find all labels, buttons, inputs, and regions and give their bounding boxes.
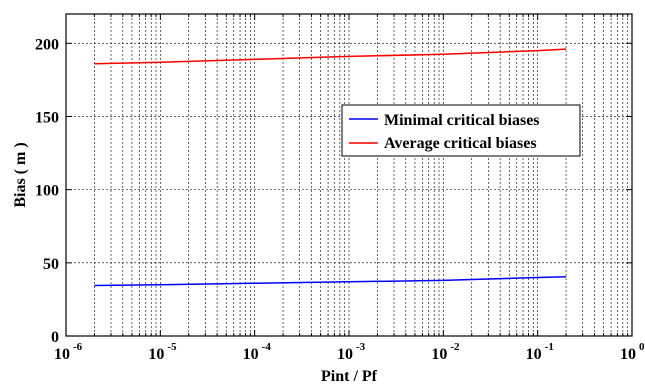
x-tick-label: 10 bbox=[620, 346, 636, 363]
x-tick-label-exponent: -6 bbox=[73, 341, 83, 353]
x-tick-labels: 10 -6 10 -5 10 -4 10 -3 10 -2 10 -1 10 0 bbox=[54, 341, 645, 363]
legend-box bbox=[341, 104, 581, 157]
x-tick-label-exponent: -5 bbox=[167, 341, 177, 353]
y-tick-label: 200 bbox=[35, 36, 59, 53]
series-line-0 bbox=[94, 275, 567, 287]
y-tick-label: 100 bbox=[35, 183, 59, 200]
x-axis-label: Pint / Pf bbox=[321, 368, 378, 385]
x-tick-label: 10 bbox=[526, 346, 542, 363]
x-tick-label: 10 bbox=[148, 346, 164, 363]
series-line-1 bbox=[94, 48, 567, 65]
legend: Minimal critical biases Average critical… bbox=[341, 104, 581, 157]
series-layer bbox=[94, 48, 567, 287]
x-tick-label: 10 bbox=[54, 346, 70, 363]
x-tick-label: 10 bbox=[337, 346, 353, 363]
grid-lines bbox=[66, 14, 632, 336]
x-tick-label: 10 bbox=[243, 346, 259, 363]
legend-label-minimal: Minimal critical biases bbox=[384, 112, 540, 129]
y-axis-label: Bias ( m ) bbox=[12, 142, 29, 207]
y-tick-labels: 0 50 100 150 200 bbox=[35, 36, 59, 346]
x-tick-label-exponent: -1 bbox=[545, 341, 554, 353]
legend-label-average: Average critical biases bbox=[384, 135, 537, 152]
y-tick-label: 0 bbox=[51, 329, 59, 346]
x-tick-label: 10 bbox=[431, 346, 447, 363]
x-tick-label-exponent: -2 bbox=[450, 341, 460, 353]
x-tick-label-exponent: -3 bbox=[356, 341, 366, 353]
y-tick-label: 50 bbox=[43, 256, 59, 273]
x-tick-label-exponent: -4 bbox=[262, 341, 272, 353]
y-tick-label: 150 bbox=[35, 109, 59, 126]
x-tick-label-exponent: 0 bbox=[639, 341, 645, 353]
tick-marks bbox=[65, 14, 633, 337]
